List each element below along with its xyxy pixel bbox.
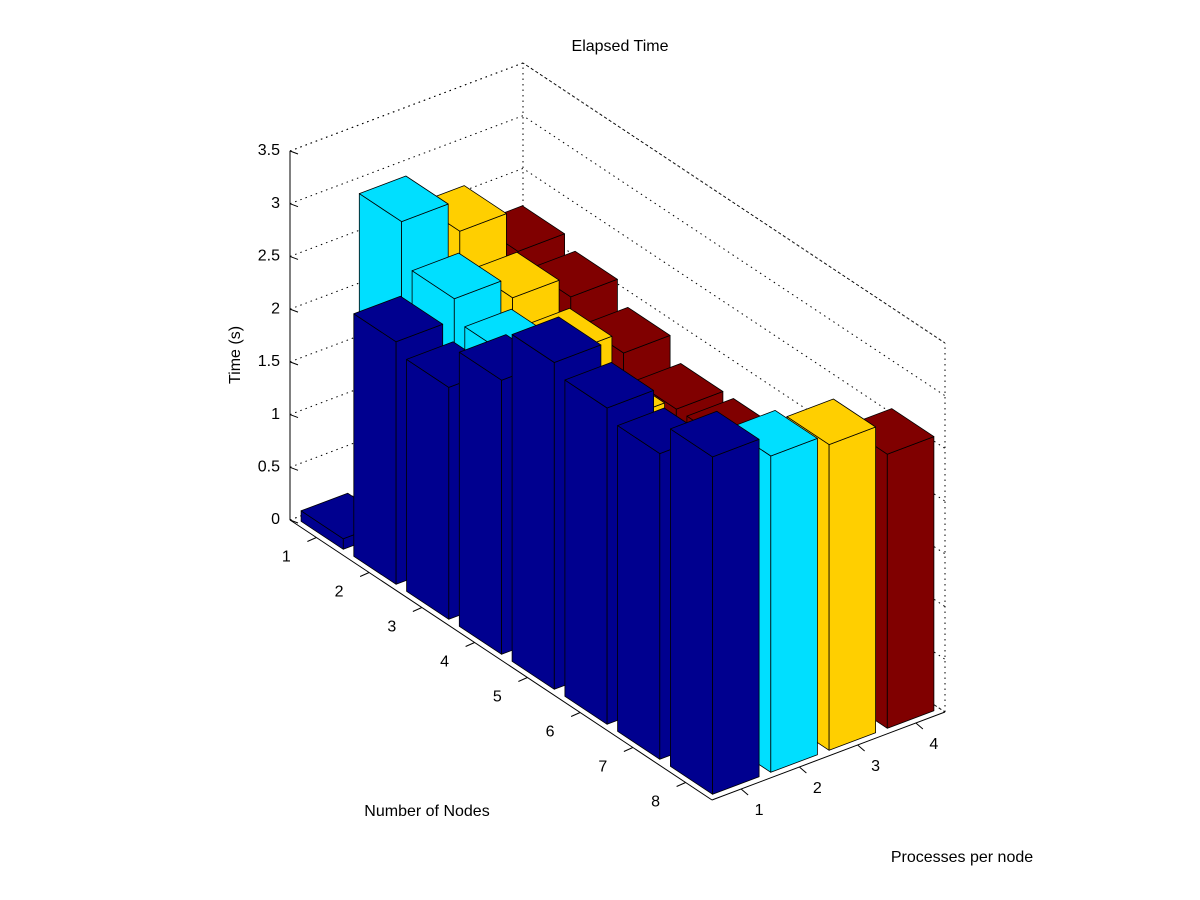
x-tick: [307, 537, 317, 542]
bar-front: [886, 436, 935, 729]
z-tick-label: 0.5: [258, 459, 280, 476]
z-tick-label: 0: [271, 511, 280, 528]
y-tick-label: 1: [755, 802, 764, 819]
z-tick: [289, 414, 299, 419]
chart-title: Elapsed Time: [572, 38, 669, 55]
bar-front: [712, 438, 760, 795]
z-tick-label: 2.5: [258, 248, 280, 265]
bar-side: [564, 379, 608, 725]
z-tick-label: 1: [271, 406, 280, 423]
z-tick: [289, 466, 299, 471]
x-axis: [289, 519, 713, 801]
bar-top: [353, 295, 444, 343]
y-tick: [857, 744, 865, 752]
z-tick: [289, 361, 299, 366]
y-axis-label: Processes per node: [891, 849, 1033, 866]
bar-side: [353, 313, 397, 585]
grid-line: [289, 115, 946, 397]
x-tick: [518, 677, 528, 682]
x-tick-label: 5: [493, 689, 502, 706]
x-tick-label: 3: [387, 619, 396, 636]
x-tick: [623, 747, 634, 752]
x-tick-label: 7: [598, 759, 607, 776]
y-axis: [711, 711, 946, 801]
x-tick: [676, 782, 686, 787]
y-tick-label: 4: [929, 736, 938, 753]
y-tick: [915, 722, 924, 730]
z-tick: [289, 255, 299, 260]
y-tick-label: 3: [871, 758, 880, 775]
wall-edge: [289, 62, 524, 152]
x-tick: [570, 712, 581, 717]
bar-side: [406, 358, 450, 620]
bar-side: [511, 334, 555, 690]
bar-side: [458, 351, 503, 655]
z-tick: [289, 203, 299, 208]
x-axis-label: Number of Nodes: [364, 803, 489, 820]
z-tick-label: 2: [271, 300, 280, 317]
bar-top: [786, 398, 876, 446]
z-tick-label: 1.5: [258, 353, 280, 370]
bar-top: [633, 363, 724, 410]
x-tick-label: 2: [335, 584, 344, 601]
z-tick-label: 3.5: [258, 142, 280, 159]
x-tick: [359, 572, 370, 577]
x-tick-label: 8: [651, 794, 660, 811]
z-tick-label: 3: [271, 195, 280, 212]
bar-side: [670, 428, 713, 795]
x-tick: [465, 642, 475, 647]
wall-edge: [522, 62, 946, 344]
bar-top: [411, 252, 502, 300]
z-tick: [289, 308, 299, 313]
y-tick: [799, 766, 807, 774]
bar-top: [511, 316, 602, 363]
bar-top: [564, 361, 654, 409]
bar-side: [617, 425, 661, 760]
z-tick: [289, 150, 299, 155]
y-tick: [740, 788, 749, 796]
x-tick: [412, 607, 423, 612]
x-tick-label: 6: [546, 724, 555, 741]
bar-top: [670, 410, 760, 458]
grid-line: [289, 62, 946, 344]
bar-front: [770, 437, 818, 773]
bar-top: [358, 175, 449, 223]
bar-front: [828, 426, 876, 751]
y-tick-label: 2: [813, 780, 822, 797]
x-tick-label: 1: [282, 549, 291, 566]
z-axis-label: Time (s): [227, 326, 244, 384]
x-tick-label: 4: [440, 654, 449, 671]
